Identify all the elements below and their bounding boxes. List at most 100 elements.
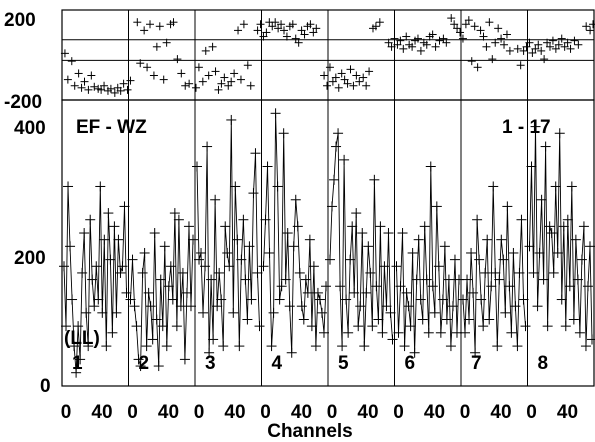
top-data-point <box>557 34 566 43</box>
main-data-point <box>556 294 567 305</box>
top-data-point <box>551 44 560 53</box>
top-data-point <box>211 67 220 76</box>
main-data-point <box>107 327 118 338</box>
main-data-point <box>409 347 420 358</box>
main-data-point <box>500 307 511 318</box>
top-data-point <box>560 42 569 51</box>
top-data-point <box>100 81 109 90</box>
main-data-point <box>185 301 196 312</box>
x-tick-label: 40 <box>158 402 179 423</box>
main-data-point <box>510 301 521 312</box>
top-data-point <box>277 20 286 29</box>
x-tick-label: 0 <box>460 402 471 423</box>
main-data-point <box>413 234 424 245</box>
main-data-point <box>528 267 539 278</box>
top-data-point <box>204 71 213 80</box>
main-data-point <box>357 228 368 239</box>
main-data-point <box>486 281 497 292</box>
main-data-point <box>419 221 430 232</box>
main-data-point <box>564 281 575 292</box>
x-tick-label: 40 <box>357 402 378 423</box>
top-data-point <box>320 71 329 80</box>
main-data-point <box>496 234 507 245</box>
main-data-point <box>439 241 450 252</box>
top-data-point <box>396 36 405 45</box>
main-data-point <box>137 267 148 278</box>
top-data-point <box>297 26 306 35</box>
main-data-point <box>341 294 352 305</box>
top-data-point <box>545 42 554 51</box>
top-data-point <box>123 85 132 94</box>
main-data-point <box>141 341 152 352</box>
segment-label: 4 <box>272 353 283 374</box>
top-data-point <box>476 26 485 35</box>
main-data-point <box>399 341 410 352</box>
main-data-point <box>508 247 519 258</box>
main-data-point <box>546 228 557 239</box>
x-tick-label: 40 <box>490 402 511 423</box>
top-data-point <box>149 71 158 80</box>
x-tick-label: 40 <box>557 402 578 423</box>
main-data-point <box>449 254 460 265</box>
top-data-point <box>262 28 271 37</box>
top-data-point <box>331 73 340 82</box>
main-series-line <box>263 113 327 353</box>
main-data-point <box>363 241 374 252</box>
top-data-point <box>185 79 194 88</box>
main-data-point <box>220 221 231 232</box>
x-tick-label: 0 <box>61 402 72 423</box>
top-data-point <box>220 73 229 82</box>
main-data-point <box>431 201 442 212</box>
top-data-point <box>300 30 309 39</box>
top-data-point <box>365 67 374 76</box>
main-data-point <box>538 274 549 285</box>
top-data-point <box>309 28 318 37</box>
main-data-point <box>460 327 471 338</box>
main-data-point <box>443 274 454 285</box>
x-tick-label: 0 <box>127 402 138 423</box>
main-data-point <box>240 274 251 285</box>
top-data-point <box>408 42 417 51</box>
top-data-point <box>416 46 425 55</box>
x-tick-label: 40 <box>424 402 445 423</box>
main-data-point <box>331 141 342 152</box>
top-data-point <box>461 20 470 29</box>
main-data-point <box>183 221 194 232</box>
top-data-point <box>227 77 236 86</box>
main-data-point <box>534 247 545 258</box>
segment-sublabel: (LL) <box>64 328 100 349</box>
main-data-point <box>560 321 571 332</box>
main-data-point <box>294 267 305 278</box>
main-data-point <box>480 267 491 278</box>
main-data-point <box>403 301 414 312</box>
top-data-point <box>470 22 479 31</box>
main-data-point <box>512 341 523 352</box>
main-data-point <box>105 254 116 265</box>
top-data-point <box>491 38 500 47</box>
main-data-point <box>169 208 180 219</box>
main-ytick-400: 400 <box>14 118 46 139</box>
main-data-point <box>103 208 114 219</box>
top-data-point <box>77 83 86 92</box>
main-data-point <box>383 228 394 239</box>
top-data-point <box>531 44 540 53</box>
top-data-point <box>116 86 125 95</box>
main-data-point <box>516 214 527 225</box>
top-data-point <box>422 40 431 49</box>
main-data-point <box>73 321 84 332</box>
main-data-point <box>268 307 279 318</box>
main-data-point <box>381 301 392 312</box>
main-data-point <box>506 327 517 338</box>
main-data-point <box>435 327 446 338</box>
main-data-point <box>204 347 215 358</box>
main-data-point <box>421 274 432 285</box>
main-data-point <box>548 267 559 278</box>
main-data-point <box>188 234 198 245</box>
top-data-point <box>387 42 396 51</box>
top-data-point <box>106 84 115 93</box>
main-data-point <box>492 341 503 352</box>
main-data-point <box>69 341 80 352</box>
main-data-point <box>208 334 219 345</box>
main-data-point <box>464 314 475 325</box>
main-data-point <box>407 247 418 258</box>
